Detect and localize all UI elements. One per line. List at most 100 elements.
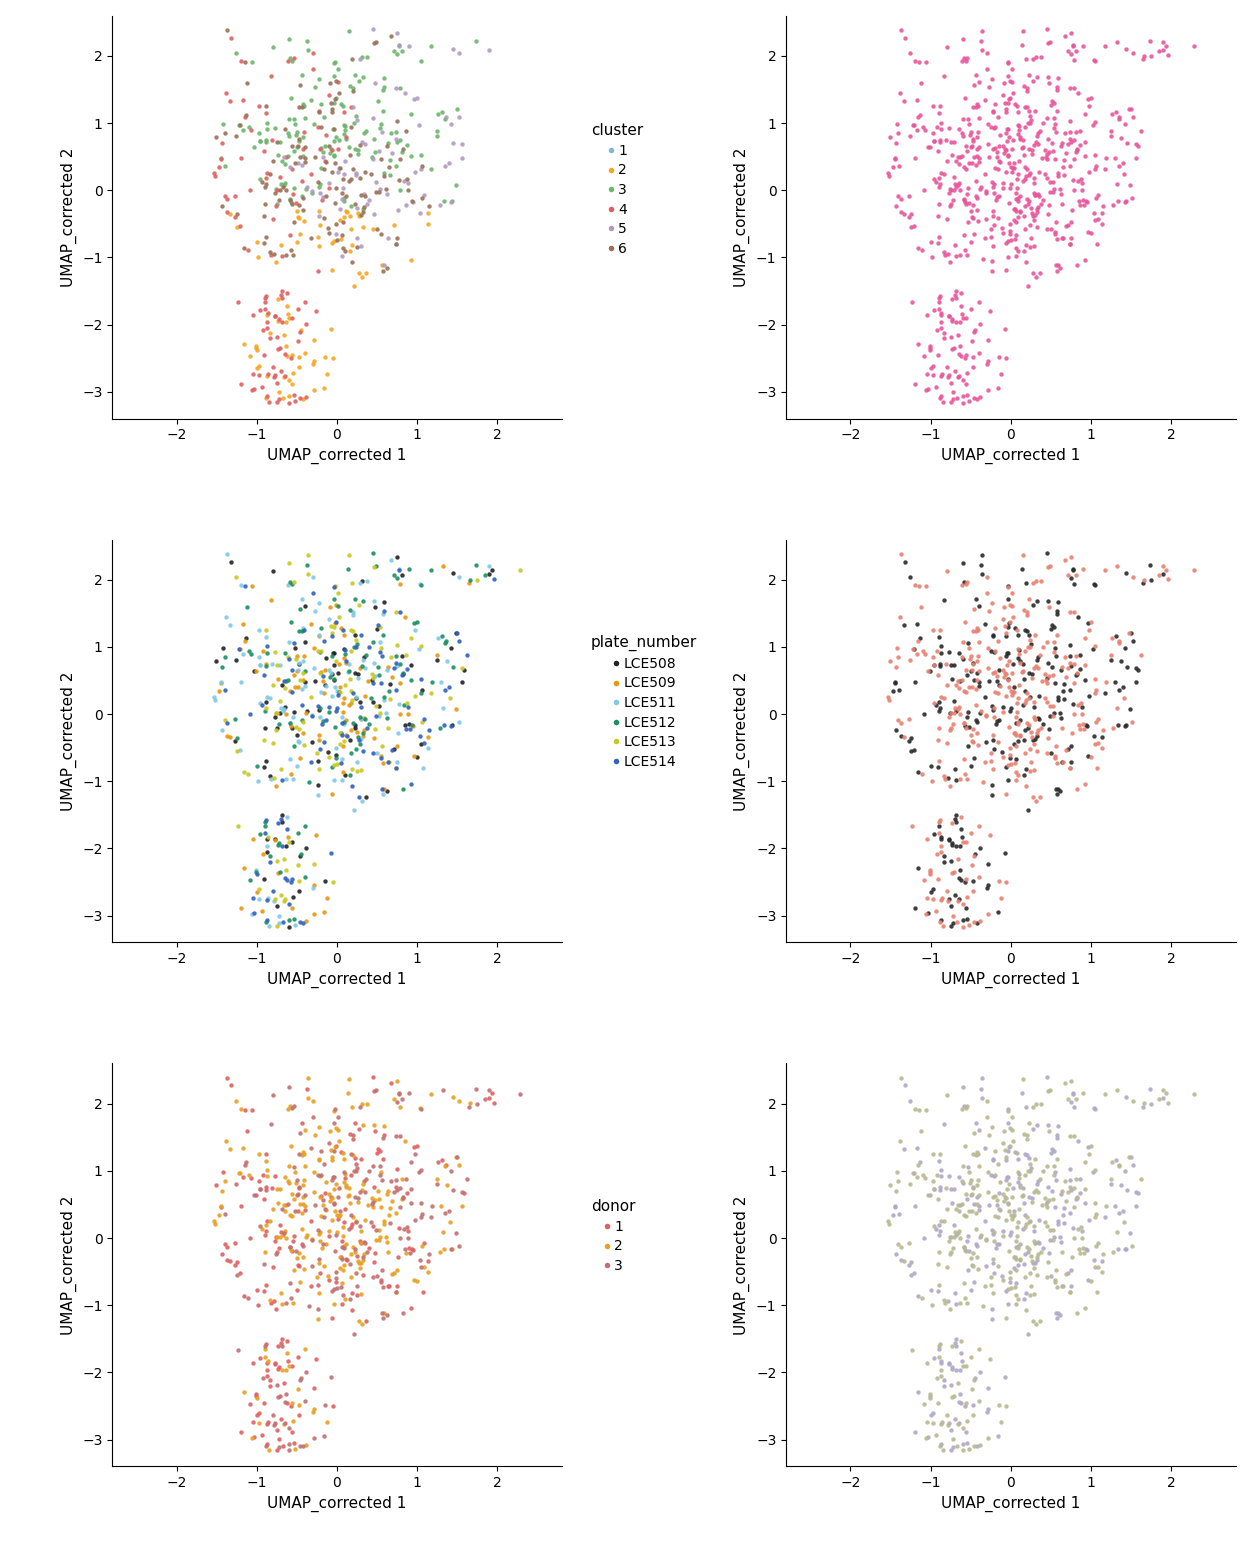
Point [272,1334,292,1359]
Point [1052,1239,1072,1264]
Point [1037,1153,1057,1178]
Point [324,190,344,215]
Point [357,568,377,593]
Point [298,562,318,587]
Point [941,894,961,919]
Point [1047,257,1067,282]
Point [886,1179,906,1204]
Point [917,1182,937,1207]
Point [352,707,372,732]
Point [948,668,968,693]
Point [344,1184,364,1209]
Point [1018,1159,1038,1184]
Point [1046,644,1066,669]
Point [267,144,287,168]
Point [1041,92,1061,117]
Point [217,187,237,212]
Point [257,115,277,140]
Point [396,1240,416,1265]
Point [1111,649,1131,674]
Point [1109,677,1129,702]
Point [324,574,344,599]
Point [280,154,300,179]
Point [387,1089,407,1114]
Point [1061,153,1081,178]
Point [311,90,331,115]
Point [967,616,987,641]
Point [286,190,306,215]
Point [327,752,347,777]
Point [290,618,310,643]
Point [334,646,354,671]
Point [983,1184,1003,1209]
Point [295,1154,314,1179]
Point [998,587,1018,612]
Point [998,573,1018,597]
Point [931,115,951,140]
Point [272,175,292,200]
Point [1047,601,1067,626]
Point [369,615,389,640]
Point [446,1220,466,1245]
Point [318,83,338,108]
Point [909,1153,929,1178]
Point [354,120,374,145]
Point [267,176,287,201]
Point [996,120,1016,145]
Point [1060,651,1080,675]
Point [935,243,955,268]
Point [946,1407,966,1432]
Point [364,651,384,675]
Point [1062,721,1082,746]
Point [1102,626,1122,651]
Point [339,1182,359,1207]
Point [301,1136,321,1161]
Point [297,1223,317,1248]
Point [1012,557,1032,582]
Point [288,1402,308,1427]
Point [248,644,268,669]
Point [1040,594,1060,619]
Point [1087,1231,1107,1256]
Point [1027,193,1047,218]
Point [328,70,348,95]
Point [1076,1150,1096,1175]
Point [907,1165,927,1190]
Point [351,622,371,647]
Point [1002,594,1022,619]
Point [905,573,925,597]
Point [1055,548,1075,573]
Point [322,1184,342,1209]
Point [931,161,951,186]
Point [257,640,277,665]
Point [363,1153,383,1178]
Point [895,1073,915,1098]
Point [373,590,393,615]
Point [940,718,960,743]
Point [1093,718,1113,743]
Point [1025,165,1045,190]
Point [217,541,237,566]
Point [951,1392,971,1416]
Point [298,1293,318,1318]
Point [981,217,1001,242]
Point [261,1112,281,1137]
Point [267,370,287,395]
Point [1006,768,1026,792]
Point [433,554,453,579]
Point [971,1076,991,1101]
Point [956,658,976,683]
Point [1141,552,1161,577]
Point [1015,1203,1035,1228]
Point [978,112,998,137]
Point [296,1225,316,1250]
Point [253,638,273,663]
Point [891,724,911,749]
Point [980,822,1000,847]
Point [987,1192,1007,1217]
Point [1066,563,1086,588]
Point [387,1279,407,1304]
Point [256,624,276,649]
Point [277,817,297,842]
Point [282,714,302,739]
